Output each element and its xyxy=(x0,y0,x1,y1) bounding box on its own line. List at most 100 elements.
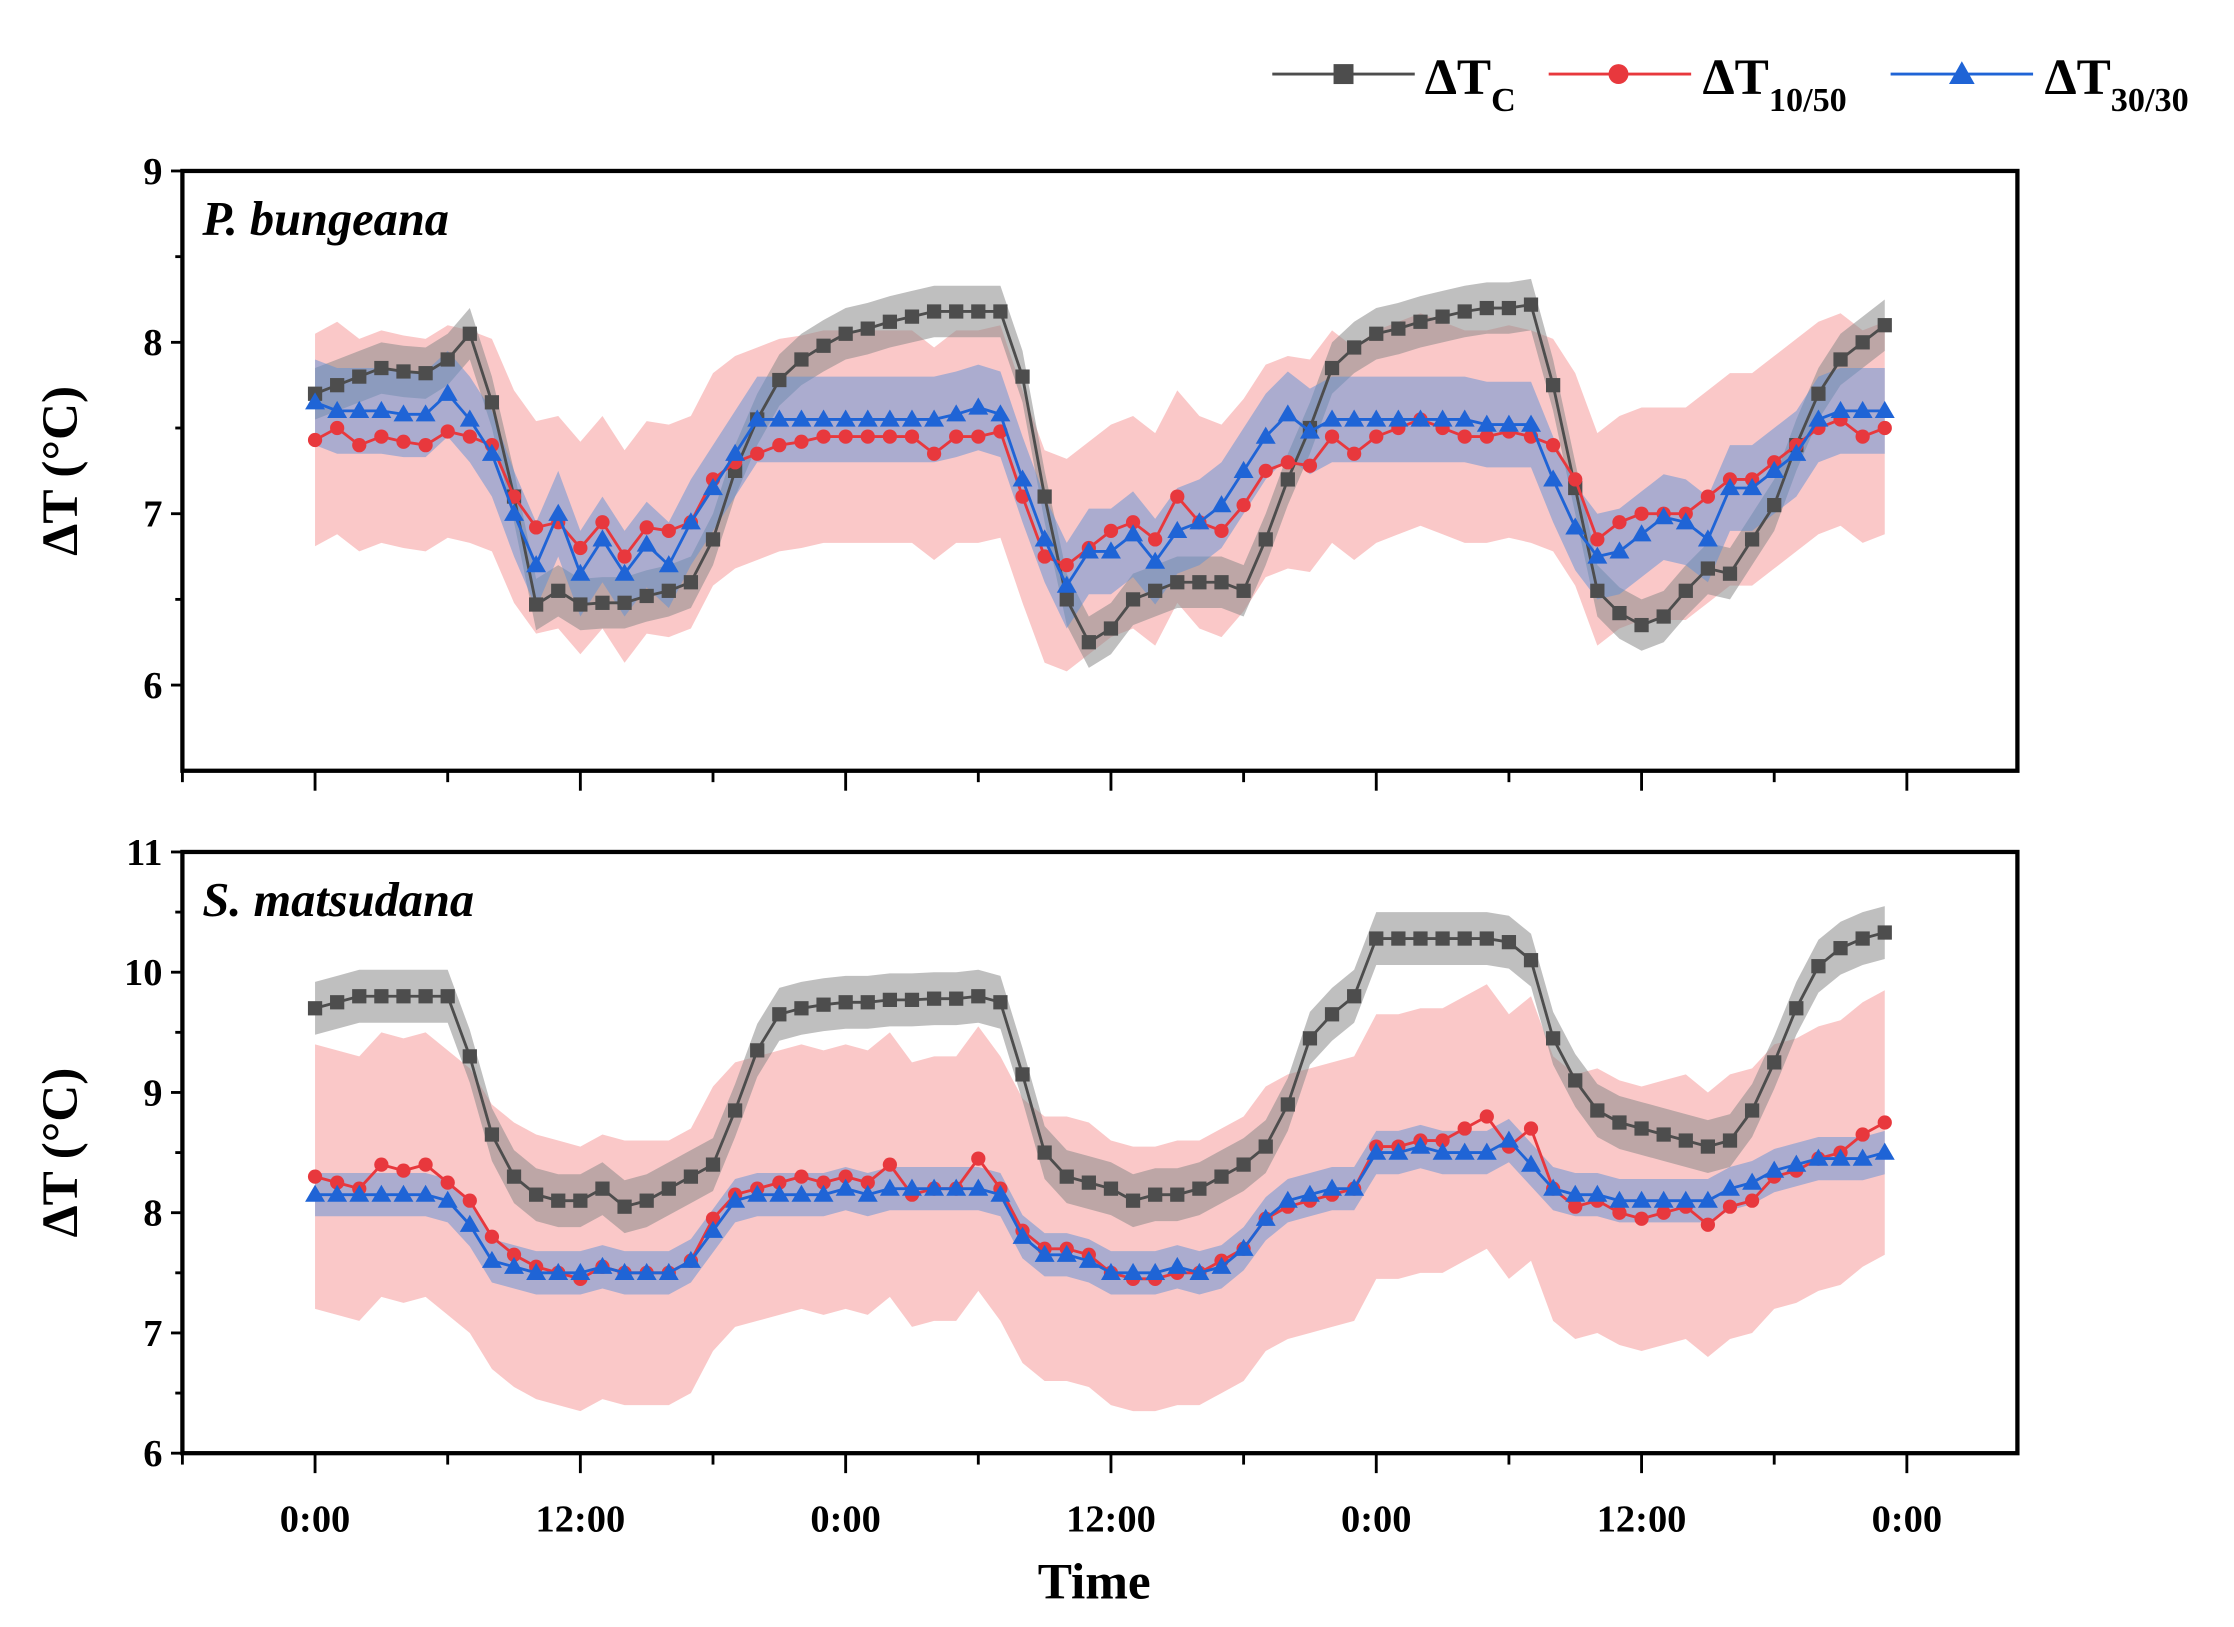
data-point xyxy=(747,1184,768,1202)
data-point xyxy=(882,314,897,329)
data-point xyxy=(971,429,986,444)
data-point xyxy=(1609,1190,1630,1208)
data-point xyxy=(1170,1187,1185,1202)
data-point xyxy=(658,1262,679,1280)
data-point xyxy=(1634,506,1649,521)
data-point xyxy=(926,991,942,1006)
data-point xyxy=(462,1193,477,1208)
data-point xyxy=(418,1157,433,1172)
legend-item-dt3030: ΔT30/30 xyxy=(1890,49,2189,119)
data-point xyxy=(1167,1256,1188,1274)
data-point xyxy=(1435,931,1450,946)
data-point xyxy=(1059,1169,1074,1184)
data-point xyxy=(1546,378,1561,393)
data-point xyxy=(1012,469,1033,487)
data-point xyxy=(352,369,367,384)
data-point xyxy=(1347,340,1362,355)
data-point xyxy=(1855,1127,1870,1142)
data-point xyxy=(437,1190,458,1208)
data-point xyxy=(816,997,831,1012)
data-point xyxy=(371,400,392,419)
data-point xyxy=(1081,635,1096,650)
data-point xyxy=(1631,1190,1652,1208)
data-point xyxy=(1233,1238,1254,1256)
data-point xyxy=(1280,455,1295,470)
data-point xyxy=(440,424,455,439)
panel-2: 6 7 8 9 10 11 0:00 12:00 0:00 12:00 0:00 12:00 0:00 S… xyxy=(32,832,2020,1541)
data-point xyxy=(393,1184,414,1202)
data-point xyxy=(1280,1097,1295,1112)
data-point xyxy=(305,392,326,410)
data-point xyxy=(1722,1199,1738,1214)
data-point xyxy=(1388,409,1409,427)
data-point xyxy=(705,532,721,547)
data-point xyxy=(1565,517,1586,535)
data-point xyxy=(904,992,920,1007)
data-point xyxy=(1347,989,1362,1004)
data-point xyxy=(1568,472,1583,487)
data-point xyxy=(1258,1139,1273,1154)
data-point xyxy=(860,1175,875,1190)
data-point xyxy=(1498,414,1519,432)
data-point xyxy=(1700,561,1716,576)
data-point xyxy=(794,352,809,367)
y-tick-label: 6 xyxy=(143,665,162,707)
data-point xyxy=(857,409,878,427)
error-band xyxy=(315,906,1885,1234)
data-point xyxy=(1258,463,1273,478)
data-point xyxy=(791,409,812,427)
data-point xyxy=(1811,386,1826,401)
data-point xyxy=(529,1187,544,1202)
data-point xyxy=(327,400,348,419)
data-point xyxy=(1277,1190,1298,1208)
data-point xyxy=(971,304,986,319)
x-tick-label: 12:00 xyxy=(1597,1499,1687,1541)
data-point xyxy=(813,1184,834,1202)
data-point xyxy=(551,583,566,598)
y-tick-label: 8 xyxy=(143,1193,162,1235)
data-point xyxy=(1277,404,1298,422)
data-point xyxy=(1454,409,1475,427)
data-point xyxy=(418,366,433,381)
data-point xyxy=(1280,472,1295,487)
data-point xyxy=(1523,1121,1539,1136)
data-point xyxy=(506,1247,522,1262)
data-point xyxy=(573,597,588,612)
data-point xyxy=(1877,925,1892,940)
data-point xyxy=(1125,515,1141,530)
data-point xyxy=(330,378,345,393)
data-point xyxy=(418,989,433,1004)
error-band xyxy=(315,278,1885,668)
data-point xyxy=(661,1181,676,1196)
data-point xyxy=(595,515,610,530)
data-point xyxy=(1476,414,1497,432)
data-point xyxy=(1192,1181,1207,1196)
data-point xyxy=(747,409,768,427)
data-point xyxy=(1078,541,1099,559)
data-point xyxy=(459,409,480,427)
data-point xyxy=(949,304,964,319)
data-point xyxy=(1697,1190,1718,1208)
data-point xyxy=(1145,1262,1166,1280)
data-point xyxy=(1855,429,1870,444)
data-point xyxy=(769,1184,790,1202)
data-point xyxy=(440,352,455,367)
data-point xyxy=(1103,1181,1119,1196)
data-point xyxy=(1302,1031,1318,1046)
data-point xyxy=(835,1178,856,1196)
data-point xyxy=(1656,1205,1671,1220)
data-point xyxy=(1258,532,1273,547)
data-point xyxy=(1391,321,1406,336)
data-point xyxy=(1214,523,1229,538)
data-point xyxy=(1568,1073,1583,1088)
data-point xyxy=(462,326,477,341)
data-point xyxy=(570,1262,591,1280)
data-point xyxy=(1501,300,1517,316)
y-tick-label: 6 xyxy=(143,1433,162,1475)
data-point xyxy=(526,555,547,573)
panel-1: 6 7 8 9 P. bungeana ΔT (°C) xyxy=(32,151,2020,791)
data-point xyxy=(1192,575,1207,590)
y-tick-label: 11 xyxy=(126,832,162,874)
data-point xyxy=(1299,421,1320,439)
data-point xyxy=(529,520,544,535)
